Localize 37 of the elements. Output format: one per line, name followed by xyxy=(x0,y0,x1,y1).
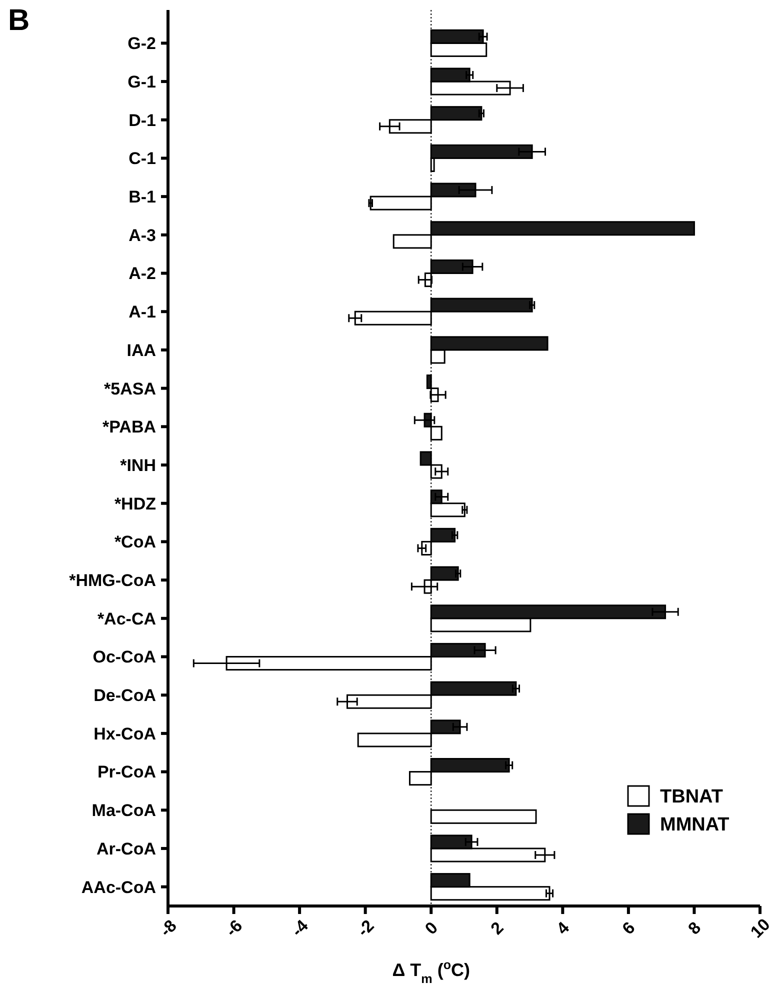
y-tick-label: Pr-CoA xyxy=(97,762,156,782)
legend-label: TBNAT xyxy=(660,786,724,808)
x-tick-label: -6 xyxy=(222,916,246,940)
x-tick-label: -4 xyxy=(288,916,312,940)
y-tick-label: *HDZ xyxy=(114,494,156,514)
y-tick-label: Ma-CoA xyxy=(92,801,156,820)
y-tick-label: Hx-CoA xyxy=(94,724,156,744)
y-tick-label: AAc-CoA xyxy=(81,878,156,897)
y-tick-label: De-CoA xyxy=(94,686,156,706)
y-tick-label: C-1 xyxy=(128,149,156,168)
y-tick-label: B-1 xyxy=(128,188,156,207)
x-tick-label: -2 xyxy=(354,916,378,940)
y-tick-label: *5ASA xyxy=(104,379,156,398)
chart-title: B xyxy=(8,4,30,37)
y-tick-label: Oc-CoA xyxy=(92,648,156,667)
x-tick-label: 10 xyxy=(746,914,774,942)
y-tick-label: *PABA xyxy=(102,418,156,437)
y-tick-label: Ar-CoA xyxy=(96,839,156,858)
y-tick-label: A-1 xyxy=(128,302,156,322)
y-tick-label: *INH xyxy=(120,456,156,475)
y-tick-label: *HMG-CoA xyxy=(69,570,156,590)
y-tick-label: *CoA xyxy=(114,532,156,552)
x-tick-label: 6 xyxy=(618,918,639,938)
y-tick-label: G-2 xyxy=(128,34,156,54)
legend-label: MMNAT xyxy=(660,814,730,836)
y-tick-label: IAA xyxy=(126,340,156,360)
y-tick-label: A-2 xyxy=(128,264,156,284)
x-axis-title: Δ T$_{m}$ ($^{o}$C) xyxy=(392,958,470,986)
x-tick-label: 0 xyxy=(421,918,442,938)
x-tick-label: -8 xyxy=(156,916,180,940)
y-tick-label: D-1 xyxy=(128,110,156,130)
x-tick-label: 8 xyxy=(684,918,705,938)
y-tick-label: A-3 xyxy=(128,226,156,245)
x-tick-label: 2 xyxy=(487,918,508,938)
x-tick-label: 4 xyxy=(552,918,574,938)
y-tick-label: *Ac-CA xyxy=(97,609,156,628)
y-tick-label: G-1 xyxy=(128,72,156,92)
